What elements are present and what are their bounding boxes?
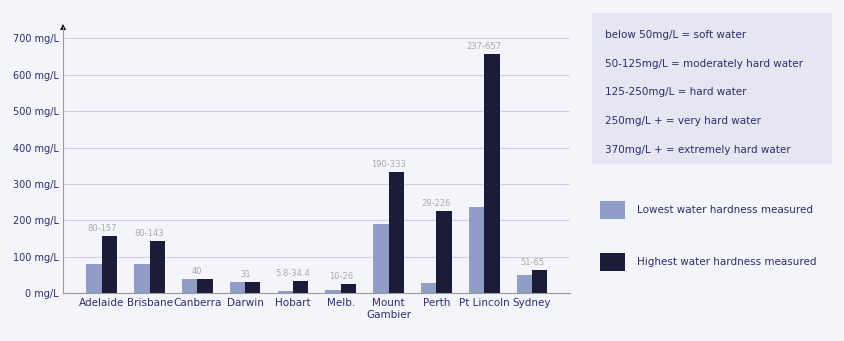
Bar [134, 264, 149, 293]
Bar [468, 207, 484, 293]
Text: Lowest water hardness measured: Lowest water hardness measured [636, 205, 812, 215]
Text: 51-65: 51-65 [519, 258, 544, 267]
Bar [373, 224, 388, 293]
Text: 250mg/L + = very hard water: 250mg/L + = very hard water [604, 116, 760, 126]
Bar [340, 284, 355, 293]
Bar [181, 279, 197, 293]
Text: 80-143: 80-143 [135, 229, 164, 238]
Text: 31: 31 [240, 270, 250, 279]
Bar [86, 264, 101, 293]
Bar [436, 211, 452, 293]
Bar [484, 54, 499, 293]
Bar [517, 275, 532, 293]
Bar [420, 283, 436, 293]
Bar [245, 282, 260, 293]
Bar [230, 282, 245, 293]
Bar [532, 270, 547, 293]
Bar [197, 279, 213, 293]
Text: 29-226: 29-226 [421, 199, 451, 208]
Text: 5.8-34.4: 5.8-34.4 [275, 269, 310, 278]
Text: 40: 40 [192, 267, 203, 276]
FancyBboxPatch shape [599, 201, 624, 219]
Text: 237-657: 237-657 [466, 42, 501, 51]
Text: 370mg/L + = extremely hard water: 370mg/L + = extremely hard water [604, 145, 789, 155]
Text: 10-26: 10-26 [328, 272, 353, 281]
FancyBboxPatch shape [592, 13, 830, 164]
Text: 125-250mg/L = hard water: 125-250mg/L = hard water [604, 87, 745, 97]
Bar [149, 241, 165, 293]
Bar [101, 236, 116, 293]
Bar [388, 172, 403, 293]
Bar [293, 281, 308, 293]
FancyBboxPatch shape [599, 253, 624, 271]
Bar [278, 291, 293, 293]
Text: below 50mg/L = soft water: below 50mg/L = soft water [604, 30, 745, 40]
Bar [325, 290, 340, 293]
Text: 80-157: 80-157 [87, 224, 116, 233]
Text: 190-333: 190-333 [371, 160, 406, 169]
Text: 50-125mg/L = moderately hard water: 50-125mg/L = moderately hard water [604, 59, 802, 69]
Text: Highest water hardness measured: Highest water hardness measured [636, 257, 815, 267]
